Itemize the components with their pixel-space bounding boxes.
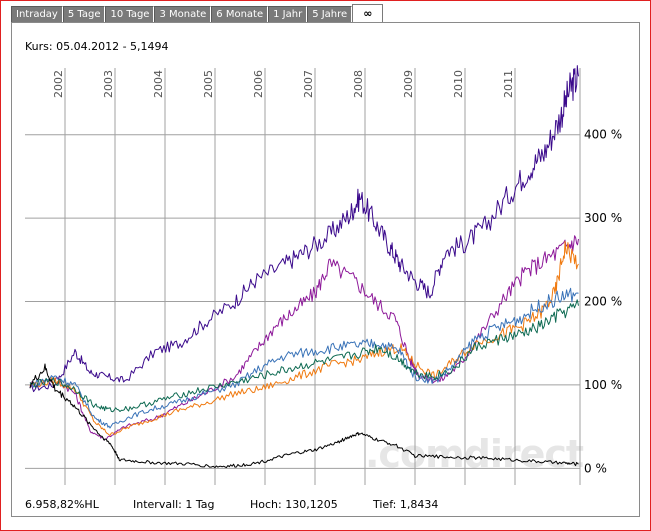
x-tick-label: 2006 <box>252 70 265 98</box>
footer-change: 6.958,82%HL <box>25 498 99 511</box>
y-tick-label: 100 % <box>584 378 622 392</box>
x-tick-label: 2009 <box>402 70 415 98</box>
footer-hoch: Hoch: 130,1205 <box>250 498 338 511</box>
kurs-label: Kurs: 05.04.2012 - 5,1494 <box>25 40 169 53</box>
footer-intervall: Intervall: 1 Tag <box>133 498 215 511</box>
x-tick-label: 2011 <box>502 70 515 98</box>
series-line-purple <box>29 235 579 441</box>
series-line-indigo <box>29 65 579 393</box>
series-line-black <box>29 363 579 469</box>
tab-6-monate[interactable]: 6 Monate <box>211 6 269 23</box>
x-tick-label: 2007 <box>302 70 315 98</box>
x-tick-label: 2005 <box>202 70 215 98</box>
y-tick-label: 200 % <box>584 295 622 309</box>
y-tick-label: 0 % <box>584 461 607 475</box>
y-tick-label: 400 % <box>584 128 622 142</box>
x-tick-label: 2004 <box>152 70 165 98</box>
footer-tief: Tief: 1,8434 <box>373 498 439 511</box>
x-tick-label: 2002 <box>52 70 65 98</box>
x-tick-label: 2010 <box>452 70 465 98</box>
x-tick-label: 2003 <box>102 70 115 98</box>
series-line-steelblue <box>29 287 579 429</box>
y-tick-label: 300 % <box>584 211 622 225</box>
x-tick-label: 2008 <box>352 70 365 98</box>
series-line-orange <box>29 240 579 436</box>
series-line-teal <box>29 299 579 413</box>
